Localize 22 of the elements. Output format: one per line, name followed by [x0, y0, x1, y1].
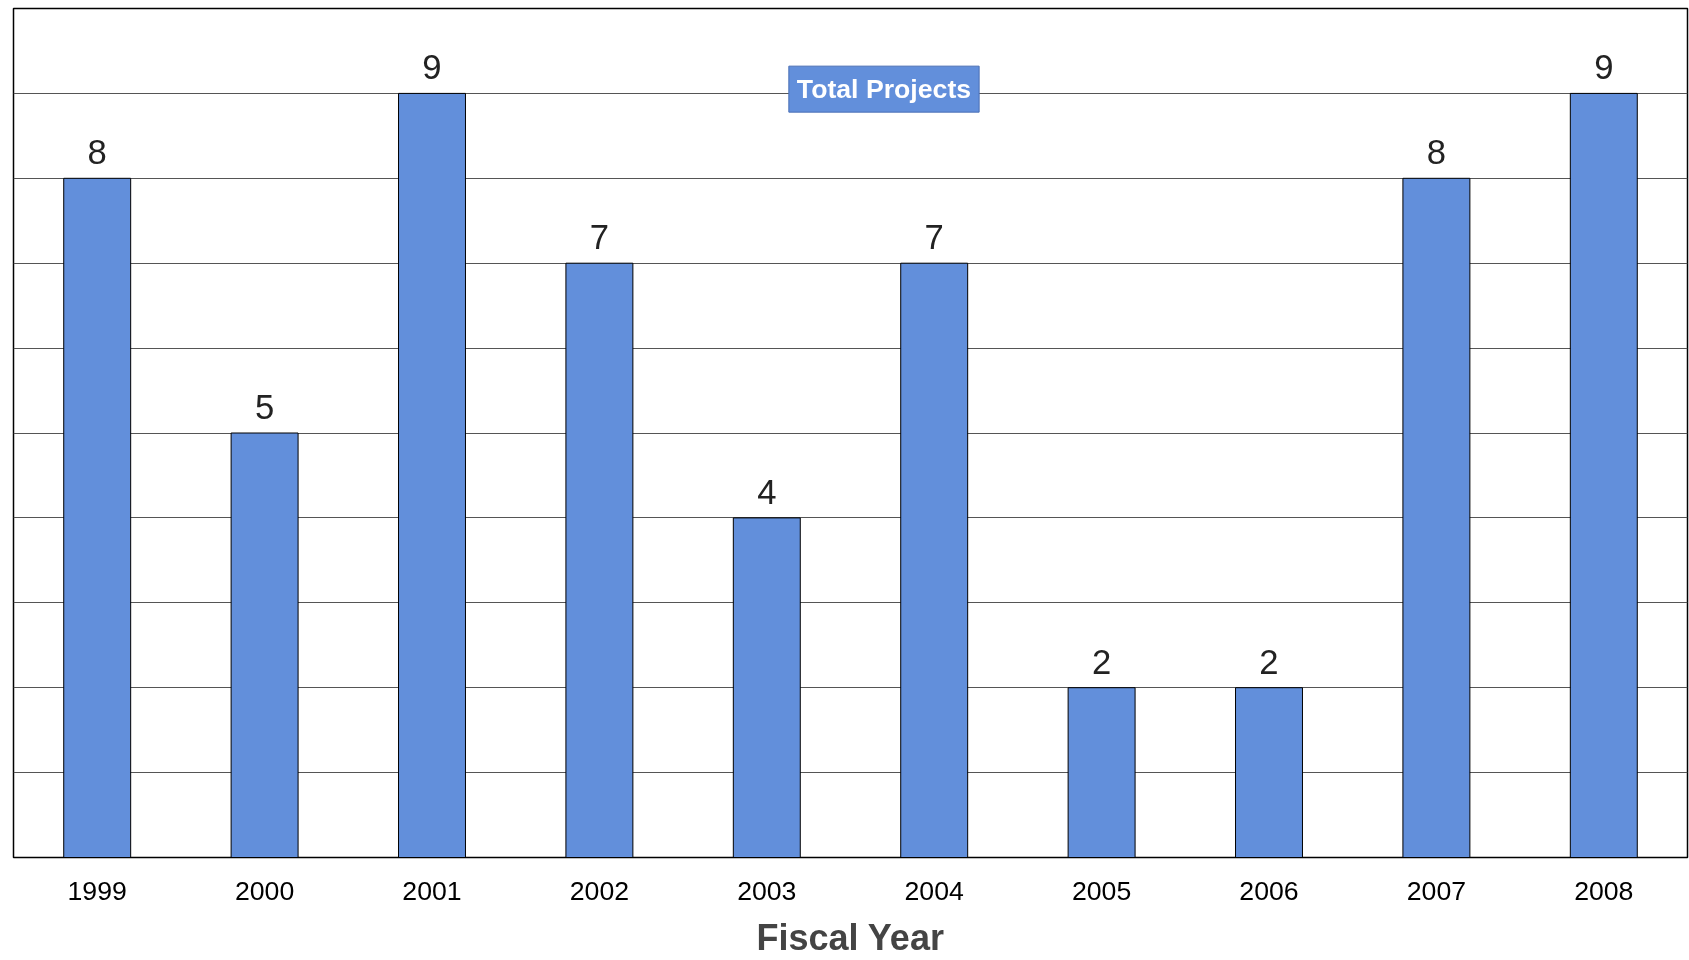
- text: Total Projects: [796, 74, 972, 105]
- data-label: 2: [1259, 642, 1279, 681]
- x-tick-label: 2005: [1071, 875, 1132, 906]
- x-axis-title: Fiscal Year: [756, 916, 944, 958]
- data-label: 7: [589, 218, 610, 257]
- x-tick-label: 2001: [402, 875, 462, 906]
- x-tick-label: 2004: [904, 875, 965, 906]
- x-tick-label: 2007: [1406, 875, 1467, 906]
- x-tick-label: 2006: [1239, 875, 1299, 906]
- data-label: 7: [924, 218, 944, 257]
- x-tick-label: 2003: [737, 875, 797, 906]
- data-label: 8: [87, 133, 107, 172]
- data-label: 9: [422, 48, 442, 87]
- data-label: 9: [1594, 48, 1614, 87]
- x-tick-label: 2002: [569, 875, 630, 906]
- data-label: 5: [254, 388, 275, 426]
- data-label: 2: [1091, 642, 1112, 681]
- x-tick-label: 1999: [67, 875, 127, 906]
- data-label: 8: [1426, 133, 1447, 172]
- x-tick-label: 2008: [1574, 875, 1634, 906]
- x-tick-label: 2000: [234, 875, 295, 906]
- data-label: 4: [757, 472, 777, 511]
